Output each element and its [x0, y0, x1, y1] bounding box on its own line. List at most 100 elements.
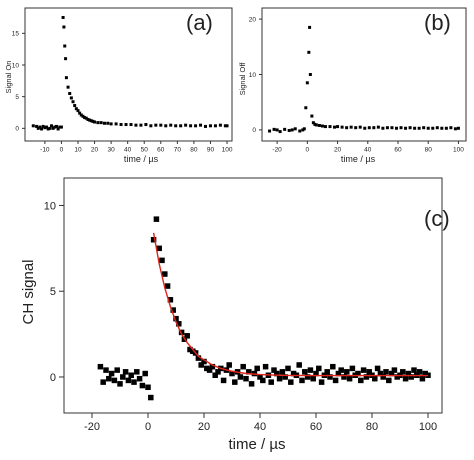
panel-c-data-point — [344, 369, 350, 375]
panel-c-data-point — [285, 365, 291, 372]
panel-a-data-point — [91, 119, 95, 123]
panel-a-data-point — [59, 125, 63, 129]
panel-a-data-point — [134, 123, 138, 127]
panel-a-x-tick-label: 80 — [190, 147, 198, 154]
panel-c-data-point — [139, 382, 146, 389]
panel-a-data-point — [64, 76, 68, 80]
panel-c-data-point — [206, 367, 213, 373]
panel-c-data-point — [254, 365, 260, 372]
panel-b-data-point — [440, 126, 444, 130]
panel-a-x-tick-label: 40 — [124, 147, 132, 154]
panel-c-data-point — [131, 379, 137, 385]
panel-a-data-point — [68, 92, 72, 95]
panel-c-data-point — [290, 370, 297, 377]
panel-c-y-axis-label: CH signal — [20, 259, 37, 324]
panel-c-data-point — [240, 363, 246, 370]
panel-a-y-axis-label: Signal On — [4, 61, 13, 94]
panel-c-data-point — [338, 367, 344, 373]
panel-a-data-point — [223, 124, 227, 128]
panel-a-data-point — [99, 121, 103, 125]
panel-c-x-axis: -20 0 20 40 60 80 100 — [84, 413, 437, 433]
panel-b-data-point — [449, 126, 453, 130]
panel-c-x-tick-label: 20 — [198, 421, 210, 433]
panel-a-x-tick-label: 70 — [174, 147, 182, 154]
panel-c-data-point — [248, 381, 255, 387]
panel-a-data-point — [81, 114, 85, 118]
panel-a-data-point — [79, 113, 83, 117]
panel-a: -10 0 10 20 30 40 50 60 70 80 90 100 0 5 10 15 (a) tim… — [4, 7, 233, 164]
panel-a-data-point — [93, 120, 97, 124]
panel-c-data-point — [316, 365, 322, 372]
panel-c-data-point — [243, 375, 249, 382]
panel-b-data-point — [404, 126, 408, 130]
panel-c-data-point — [416, 369, 423, 375]
panel-a-data-point — [43, 126, 47, 130]
panel-c-data-point — [419, 375, 426, 382]
panel-b-data-point — [283, 127, 287, 131]
panel-c-data-point — [237, 374, 244, 380]
panel-a-data-point — [189, 124, 193, 128]
panel-a-x-tick-label: 100 — [222, 147, 233, 154]
panel-c-x-tick-label: 0 — [145, 421, 151, 433]
panel-a-data-point — [64, 57, 68, 61]
panel-c-data-point — [159, 257, 165, 264]
panel-c-data-point — [335, 370, 342, 377]
panel-c-data-point — [232, 379, 238, 385]
panel-a-data-point — [199, 123, 203, 127]
panel-c-y-axis: 0 5 10 — [44, 200, 64, 384]
panel-a-data-point — [58, 125, 62, 129]
panel-c-data-point — [341, 374, 347, 380]
panel-a-data-point — [225, 124, 229, 128]
panel-b-data-point — [372, 126, 376, 130]
panel-c-data-point — [257, 374, 263, 380]
panel-c-data-point — [173, 315, 179, 322]
panel-c-x-tick-label: 60 — [310, 421, 322, 433]
panel-b-data-point — [310, 114, 314, 118]
panel-c-data-point — [380, 374, 386, 380]
panel-c-data-point — [363, 374, 370, 380]
panel-b-data-point — [313, 122, 317, 126]
panel-b-data-point — [328, 125, 332, 129]
panel-a-plot-area — [24, 7, 233, 142]
panel-a-data-point — [159, 123, 163, 127]
panel-a-data-point — [76, 109, 80, 113]
panel-c-data-point — [117, 381, 123, 387]
panel-c-data-point — [327, 374, 333, 380]
panel-b-data-point — [333, 125, 337, 129]
panel-a-data-point — [124, 123, 128, 127]
panel-c-markers — [97, 216, 431, 401]
panel-c-data-point — [358, 377, 364, 384]
panel-c-data-point — [111, 377, 118, 384]
panel-b-x-tick-label: -20 — [272, 147, 282, 154]
panel-a-data-point — [71, 100, 75, 104]
panel-a-data-point — [96, 121, 100, 125]
panel-c-data-point — [324, 369, 330, 375]
panel-a-data-point — [46, 127, 50, 131]
panel-b-y-tick-label: 10 — [249, 72, 257, 79]
panel-b-data-point — [417, 126, 421, 130]
panel-c-data-point — [136, 375, 143, 382]
panel-b-data-point — [426, 126, 430, 130]
panel-a-x-tick-label: 50 — [141, 147, 149, 154]
panel-b-y-axis: 0 10 20 — [249, 16, 262, 134]
panel-c-data-point — [330, 363, 336, 370]
panel-b-data-point — [363, 126, 367, 130]
panel-b-data-point — [278, 130, 282, 134]
panel-a-data-point — [169, 123, 173, 127]
panel-c-x-tick-label: 40 — [254, 421, 266, 433]
panel-b-markers — [268, 25, 460, 134]
panel-b-data-point — [320, 124, 324, 128]
panel-c-data-point — [383, 369, 389, 375]
panel-a-x-tick-label: 60 — [157, 147, 165, 154]
panel-a-data-point — [36, 126, 40, 130]
panel-a-frame — [24, 7, 233, 142]
panel-c-data-point — [377, 370, 384, 377]
panel-a-data-point — [69, 96, 73, 100]
panel-a-data-point — [106, 121, 110, 125]
panel-c-data-point — [125, 377, 132, 384]
panel-a-x-tick-label: 10 — [74, 147, 82, 154]
panel-a-y-axis: 0 5 10 15 — [12, 31, 25, 133]
panel-a-data-point — [38, 125, 42, 129]
panel-b-data-point — [308, 25, 312, 29]
